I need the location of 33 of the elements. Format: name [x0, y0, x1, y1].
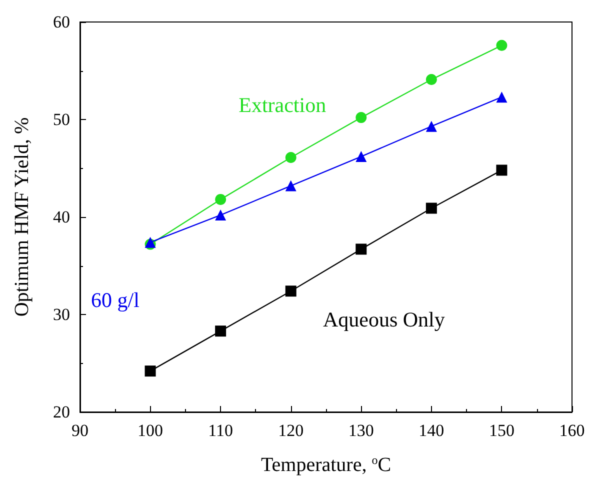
y-axis-title: Optimum HMF Yield, % — [11, 117, 33, 317]
point — [496, 40, 508, 51]
point — [496, 164, 508, 176]
y-tick-label: 40 — [53, 208, 70, 226]
series-label: Aqueous Only — [322, 307, 446, 332]
y-tick-label: 20 — [53, 402, 70, 422]
point — [144, 366, 156, 377]
x-tick-label: 110 — [208, 421, 234, 440]
x-tick-label: 120 — [278, 421, 304, 440]
point — [426, 202, 437, 214]
y-tick-label: 30 — [53, 305, 70, 324]
point — [215, 194, 226, 205]
point — [356, 112, 367, 124]
series-label: 60 g/l — [91, 288, 140, 312]
x-tick-label: 90 — [72, 421, 88, 440]
point — [215, 326, 226, 337]
x-tick-label: 160 — [559, 421, 585, 440]
x-tick-label: 100 — [138, 421, 164, 440]
point — [496, 92, 508, 103]
point — [426, 120, 437, 132]
point — [356, 151, 367, 162]
point — [285, 180, 296, 192]
point — [356, 244, 367, 255]
series-label: Extraction — [238, 92, 327, 117]
point — [426, 74, 437, 86]
x-tick-label: 130 — [348, 421, 374, 440]
y-tick-label: 50 — [53, 110, 70, 129]
point — [215, 210, 226, 221]
y-tick-label: 60 — [53, 12, 70, 32]
point — [285, 152, 296, 164]
x-tick-label: 140 — [418, 421, 444, 440]
point — [285, 286, 296, 297]
x-tick-label: 150 — [488, 421, 514, 440]
